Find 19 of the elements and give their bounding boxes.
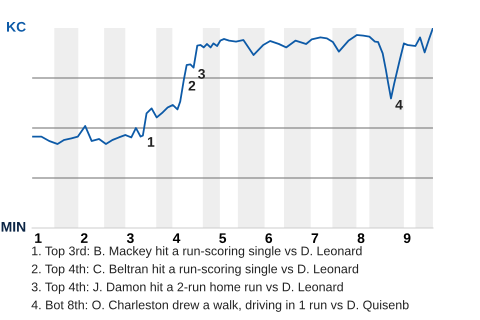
- annotation: 1: [148, 137, 154, 147]
- x-tick-label: 2: [80, 233, 88, 243]
- x-tick-label: 3: [126, 233, 134, 244]
- x-tick-label: 6: [265, 233, 272, 244]
- text: 3. Top 4th: J. Damon hit a 2-run home run vs D. Leonard: [32, 282, 343, 294]
- annotation: 2: [188, 80, 196, 91]
- x-tick-label: 5: [219, 233, 226, 244]
- text: KC: [7, 22, 26, 32]
- x-tick-label: 4: [172, 233, 180, 243]
- annotation: 4: [395, 100, 403, 110]
- x-tick-label: 9: [404, 233, 410, 244]
- text: 1. Top 3rd: B. Mackey hit a run-scoring single vs D. Leonard: [32, 246, 362, 258]
- x-tick-label: 8: [358, 233, 364, 244]
- x-tick-label: 1: [35, 233, 42, 243]
- annotation: 3: [198, 69, 205, 79]
- x-tick-label: 7: [312, 233, 318, 243]
- text: 4. Bot 8th: O. Charleston drew a walk, driving in 1 run vs D. Quisenb: [31, 300, 409, 312]
- text: 2. Top 4th: C. Beltran hit a run-scoring single vs D. Leonard: [32, 264, 358, 276]
- text: MIN: [2, 222, 26, 232]
